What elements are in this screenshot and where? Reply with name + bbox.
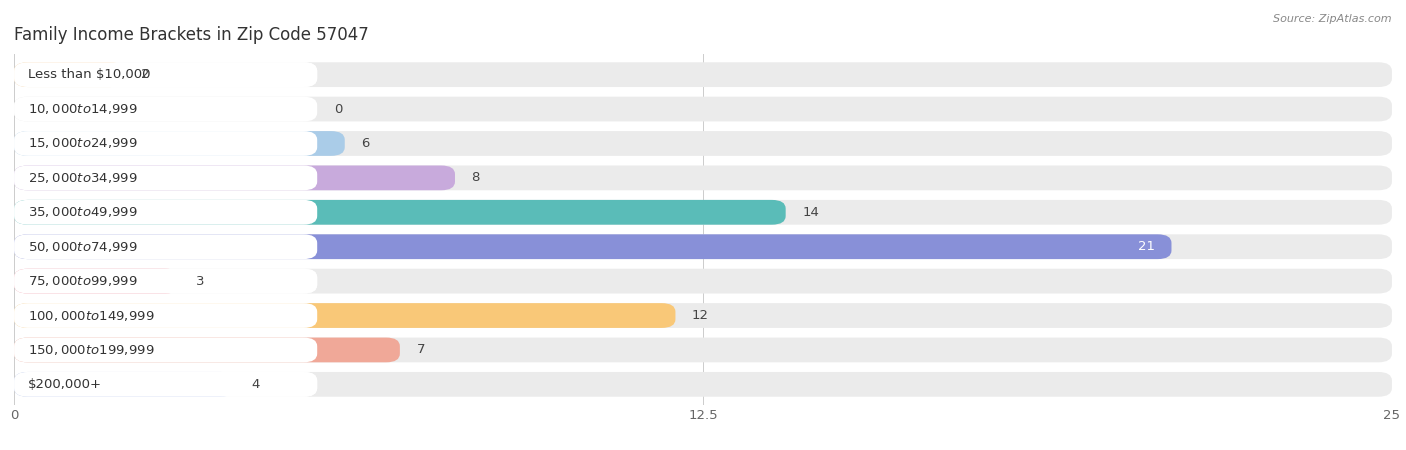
FancyBboxPatch shape (14, 303, 1392, 328)
Text: 12: 12 (692, 309, 709, 322)
FancyBboxPatch shape (14, 62, 318, 87)
Text: $10,000 to $14,999: $10,000 to $14,999 (28, 102, 138, 116)
Text: $35,000 to $49,999: $35,000 to $49,999 (28, 205, 138, 219)
FancyBboxPatch shape (14, 200, 786, 225)
FancyBboxPatch shape (14, 372, 318, 397)
Text: $50,000 to $74,999: $50,000 to $74,999 (28, 240, 138, 254)
Text: 7: 7 (416, 343, 425, 356)
FancyBboxPatch shape (14, 62, 124, 87)
Text: 14: 14 (803, 206, 820, 219)
Text: Family Income Brackets in Zip Code 57047: Family Income Brackets in Zip Code 57047 (14, 26, 368, 44)
FancyBboxPatch shape (14, 372, 235, 397)
FancyBboxPatch shape (14, 200, 318, 225)
FancyBboxPatch shape (14, 303, 318, 328)
FancyBboxPatch shape (14, 166, 318, 190)
Text: $25,000 to $34,999: $25,000 to $34,999 (28, 171, 138, 185)
FancyBboxPatch shape (14, 200, 1392, 225)
Text: 8: 8 (471, 171, 479, 184)
FancyBboxPatch shape (14, 234, 1392, 259)
FancyBboxPatch shape (14, 269, 180, 293)
FancyBboxPatch shape (14, 372, 318, 397)
Text: 3: 3 (195, 274, 204, 288)
FancyBboxPatch shape (14, 166, 1392, 190)
FancyBboxPatch shape (14, 131, 318, 156)
Text: 21: 21 (1137, 240, 1154, 253)
Text: Less than $10,000: Less than $10,000 (28, 68, 150, 81)
Text: $150,000 to $199,999: $150,000 to $199,999 (28, 343, 155, 357)
Text: 4: 4 (252, 378, 260, 391)
Text: 2: 2 (141, 68, 149, 81)
FancyBboxPatch shape (14, 269, 318, 293)
FancyBboxPatch shape (14, 166, 318, 190)
Text: 0: 0 (333, 103, 342, 116)
FancyBboxPatch shape (14, 338, 318, 362)
FancyBboxPatch shape (14, 131, 318, 156)
FancyBboxPatch shape (14, 338, 399, 362)
FancyBboxPatch shape (14, 269, 318, 293)
Text: $100,000 to $149,999: $100,000 to $149,999 (28, 309, 155, 323)
FancyBboxPatch shape (14, 234, 318, 259)
FancyBboxPatch shape (14, 303, 318, 328)
Text: $15,000 to $24,999: $15,000 to $24,999 (28, 136, 138, 150)
Text: $200,000+: $200,000+ (28, 378, 101, 391)
FancyBboxPatch shape (14, 97, 318, 122)
FancyBboxPatch shape (14, 372, 1392, 397)
Text: 6: 6 (361, 137, 370, 150)
FancyBboxPatch shape (14, 338, 318, 362)
FancyBboxPatch shape (14, 234, 318, 259)
FancyBboxPatch shape (14, 303, 675, 328)
FancyBboxPatch shape (14, 166, 456, 190)
Text: $75,000 to $99,999: $75,000 to $99,999 (28, 274, 138, 288)
FancyBboxPatch shape (14, 338, 1392, 362)
FancyBboxPatch shape (14, 269, 1392, 293)
FancyBboxPatch shape (14, 131, 344, 156)
Text: Source: ZipAtlas.com: Source: ZipAtlas.com (1274, 14, 1392, 23)
FancyBboxPatch shape (14, 234, 1171, 259)
FancyBboxPatch shape (14, 62, 1392, 87)
FancyBboxPatch shape (14, 200, 318, 225)
FancyBboxPatch shape (14, 131, 1392, 156)
FancyBboxPatch shape (14, 62, 318, 87)
FancyBboxPatch shape (14, 97, 1392, 122)
